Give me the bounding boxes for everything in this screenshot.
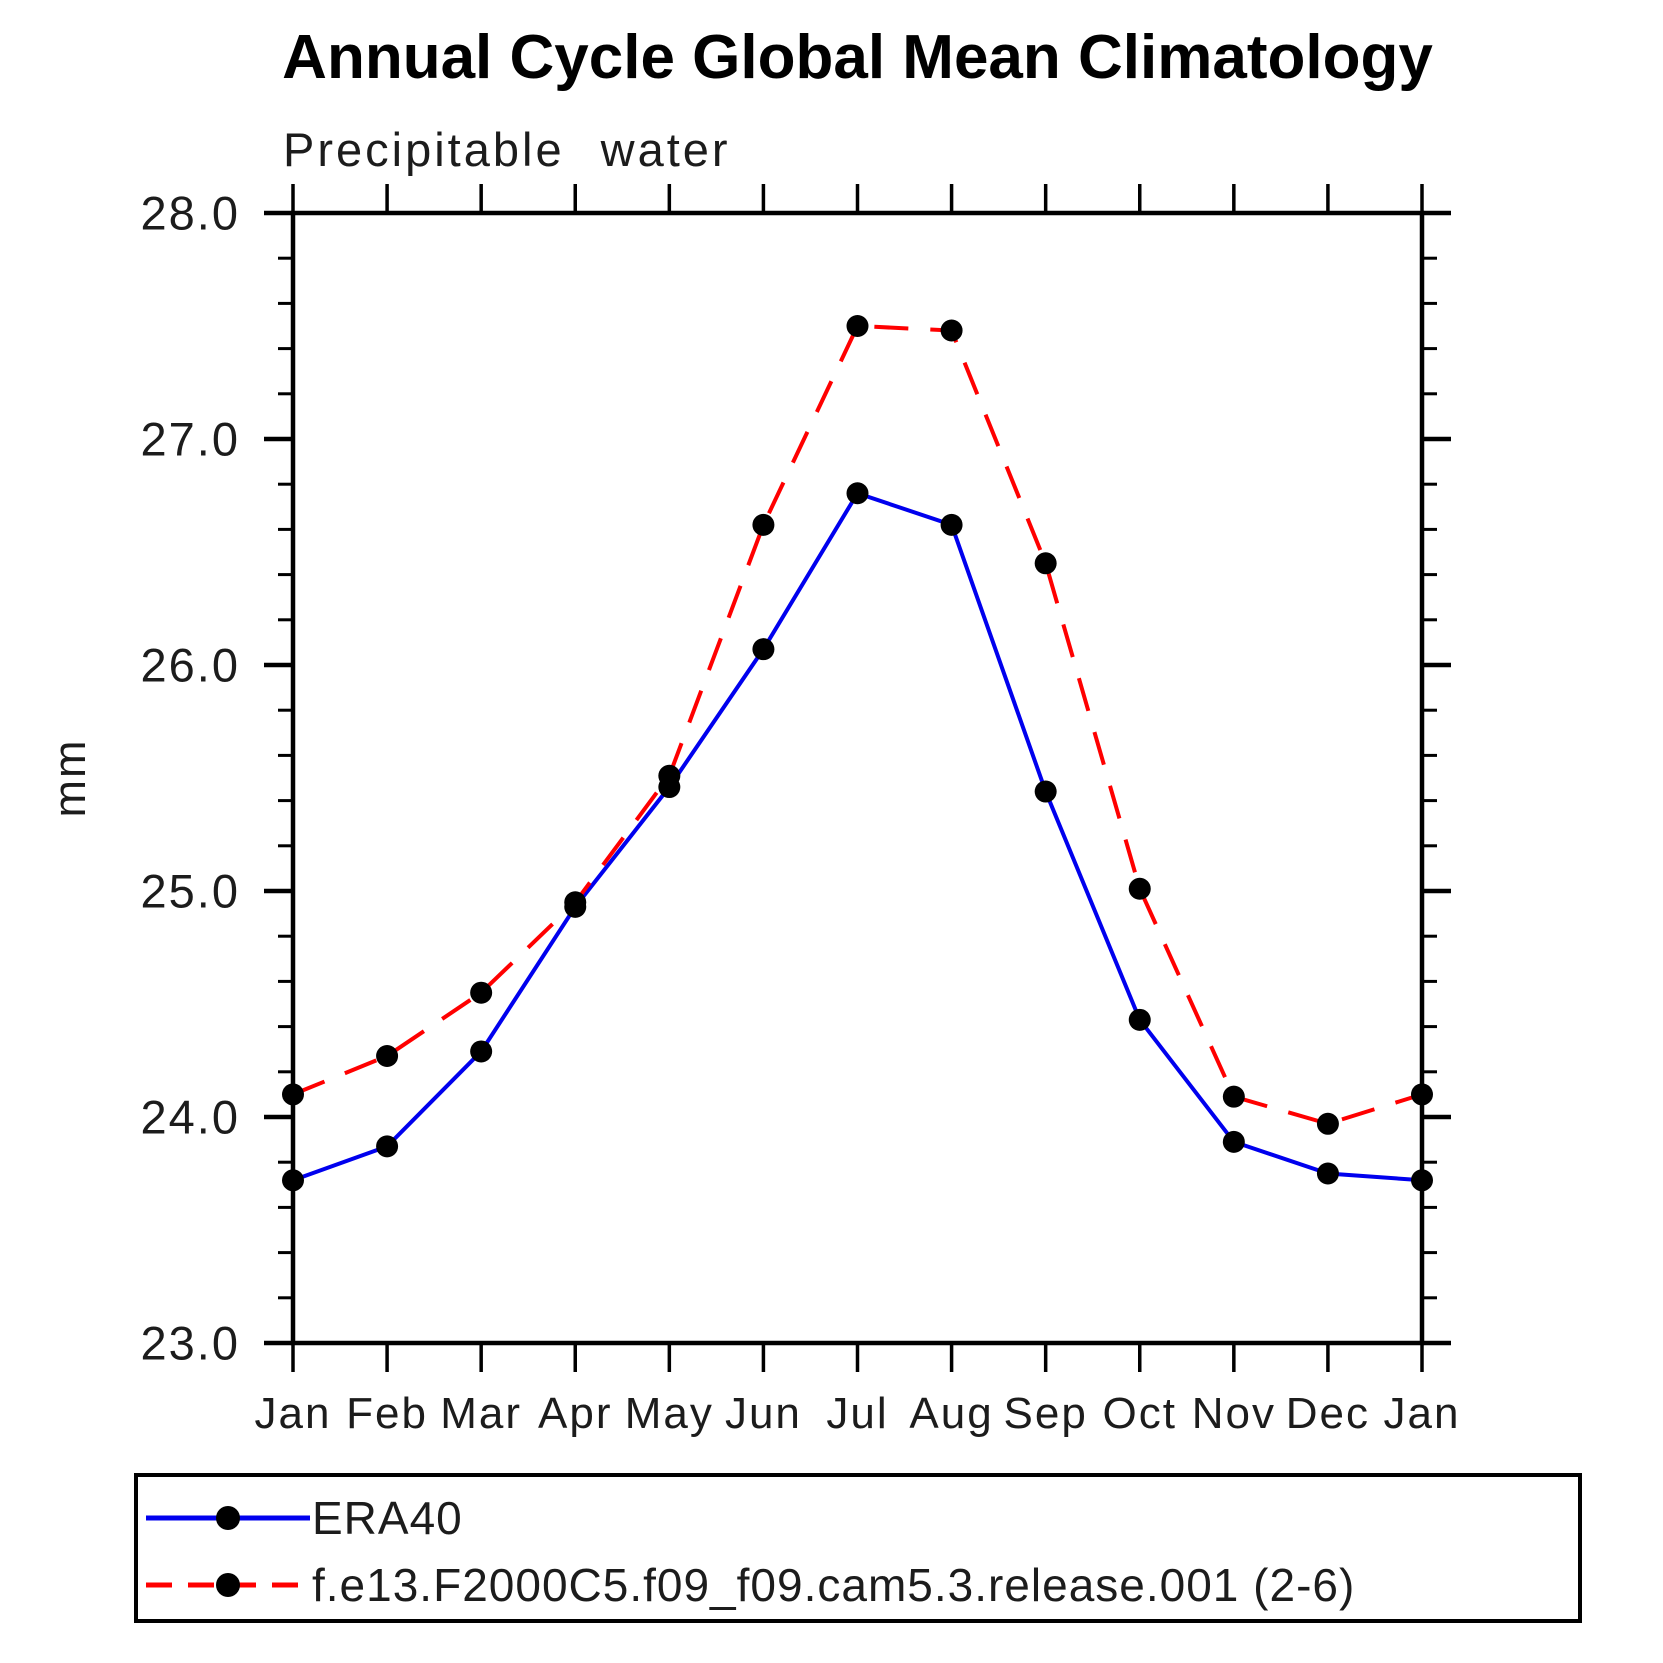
data-point-marker: [1411, 1169, 1433, 1192]
chart-subtitle: Precipitable water: [283, 123, 731, 176]
x-axis-label: May: [625, 1389, 714, 1438]
data-point-marker: [282, 1083, 304, 1106]
y-axis-label: 28.0: [141, 187, 240, 240]
legend-box: ERA40 f.e13.F2000C5.f09_f09.cam5.3.relea…: [134, 1473, 1582, 1623]
data-point-marker: [846, 315, 869, 337]
y-axis-label: 25.0: [141, 865, 240, 918]
x-axis-label: Nov: [1192, 1389, 1276, 1438]
x-axis-label: Mar: [440, 1389, 522, 1438]
series-line-model: [292, 323, 1423, 1126]
legend-entry-era40: ERA40: [144, 1492, 463, 1544]
data-point-marker: [940, 319, 963, 342]
data-point-marker: [1128, 877, 1151, 900]
data-point-marker: [940, 513, 963, 536]
x-axis-label: Jun: [725, 1389, 802, 1438]
y-axis-label: 26.0: [141, 639, 240, 692]
legend-marker-dot: [216, 1573, 240, 1597]
x-axis-label: Jul: [826, 1389, 888, 1438]
y-axis: 23.0 24.0 25.0 26.0 27.0 28.0: [141, 187, 1451, 1370]
data-point-marker: [1411, 1083, 1433, 1106]
legend-label-model: f.e13.F2000C5.f09_f09.cam5.3.release.001…: [312, 1559, 1356, 1611]
chart-title: Annual Cycle Global Mean Climatology: [282, 23, 1433, 92]
data-point-marker: [752, 638, 775, 661]
data-point-marker: [1034, 552, 1057, 575]
x-axis-label: Aug: [909, 1389, 993, 1438]
data-point-marker: [376, 1135, 399, 1158]
x-axis-label: Sep: [1004, 1389, 1088, 1438]
x-axis-label: Apr: [538, 1389, 612, 1438]
data-point-marker: [376, 1044, 399, 1067]
data-point-marker: [470, 1040, 493, 1063]
data-point-marker: [1316, 1162, 1339, 1185]
data-point-marker: [658, 764, 681, 787]
x-axis-label: Oct: [1103, 1389, 1177, 1438]
legend-marker-dot: [216, 1506, 240, 1530]
x-axis-label: Feb: [346, 1389, 428, 1438]
series-line-era40: [292, 490, 1423, 1183]
data-point-marker: [564, 891, 587, 914]
data-point-marker: [1222, 1130, 1245, 1153]
data-point-marker: [282, 1169, 304, 1192]
y-axis-label: 24.0: [141, 1091, 240, 1144]
data-point-marker: [1128, 1008, 1151, 1031]
x-axis-label: Dec: [1286, 1389, 1370, 1438]
legend-label-era40: ERA40: [312, 1492, 463, 1544]
data-point-marker: [752, 513, 775, 536]
y-axis-title: mm: [44, 739, 95, 818]
data-point-marker: [1034, 780, 1057, 803]
y-axis-label: 23.0: [141, 1317, 240, 1370]
y-axis-label: 27.0: [141, 413, 240, 466]
x-axis-label: Jan: [255, 1389, 332, 1438]
plot-frame: [290, 210, 1425, 1346]
legend-sample-line-solid: [146, 1506, 310, 1530]
data-point-marker: [1316, 1112, 1339, 1135]
data-point-marker: [846, 482, 869, 505]
data-point-marker: [470, 981, 493, 1004]
x-axis: Jan Feb Mar Apr May Jun Jul Aug Sep Oct Nov Dec Jan: [255, 184, 1461, 1438]
x-axis-label: Jan: [1384, 1389, 1461, 1438]
legend-sample-line-dashed: [146, 1573, 310, 1597]
legend-entry-model: f.e13.F2000C5.f09_f09.cam5.3.release.001…: [144, 1559, 1355, 1611]
data-point-marker: [1222, 1085, 1245, 1108]
